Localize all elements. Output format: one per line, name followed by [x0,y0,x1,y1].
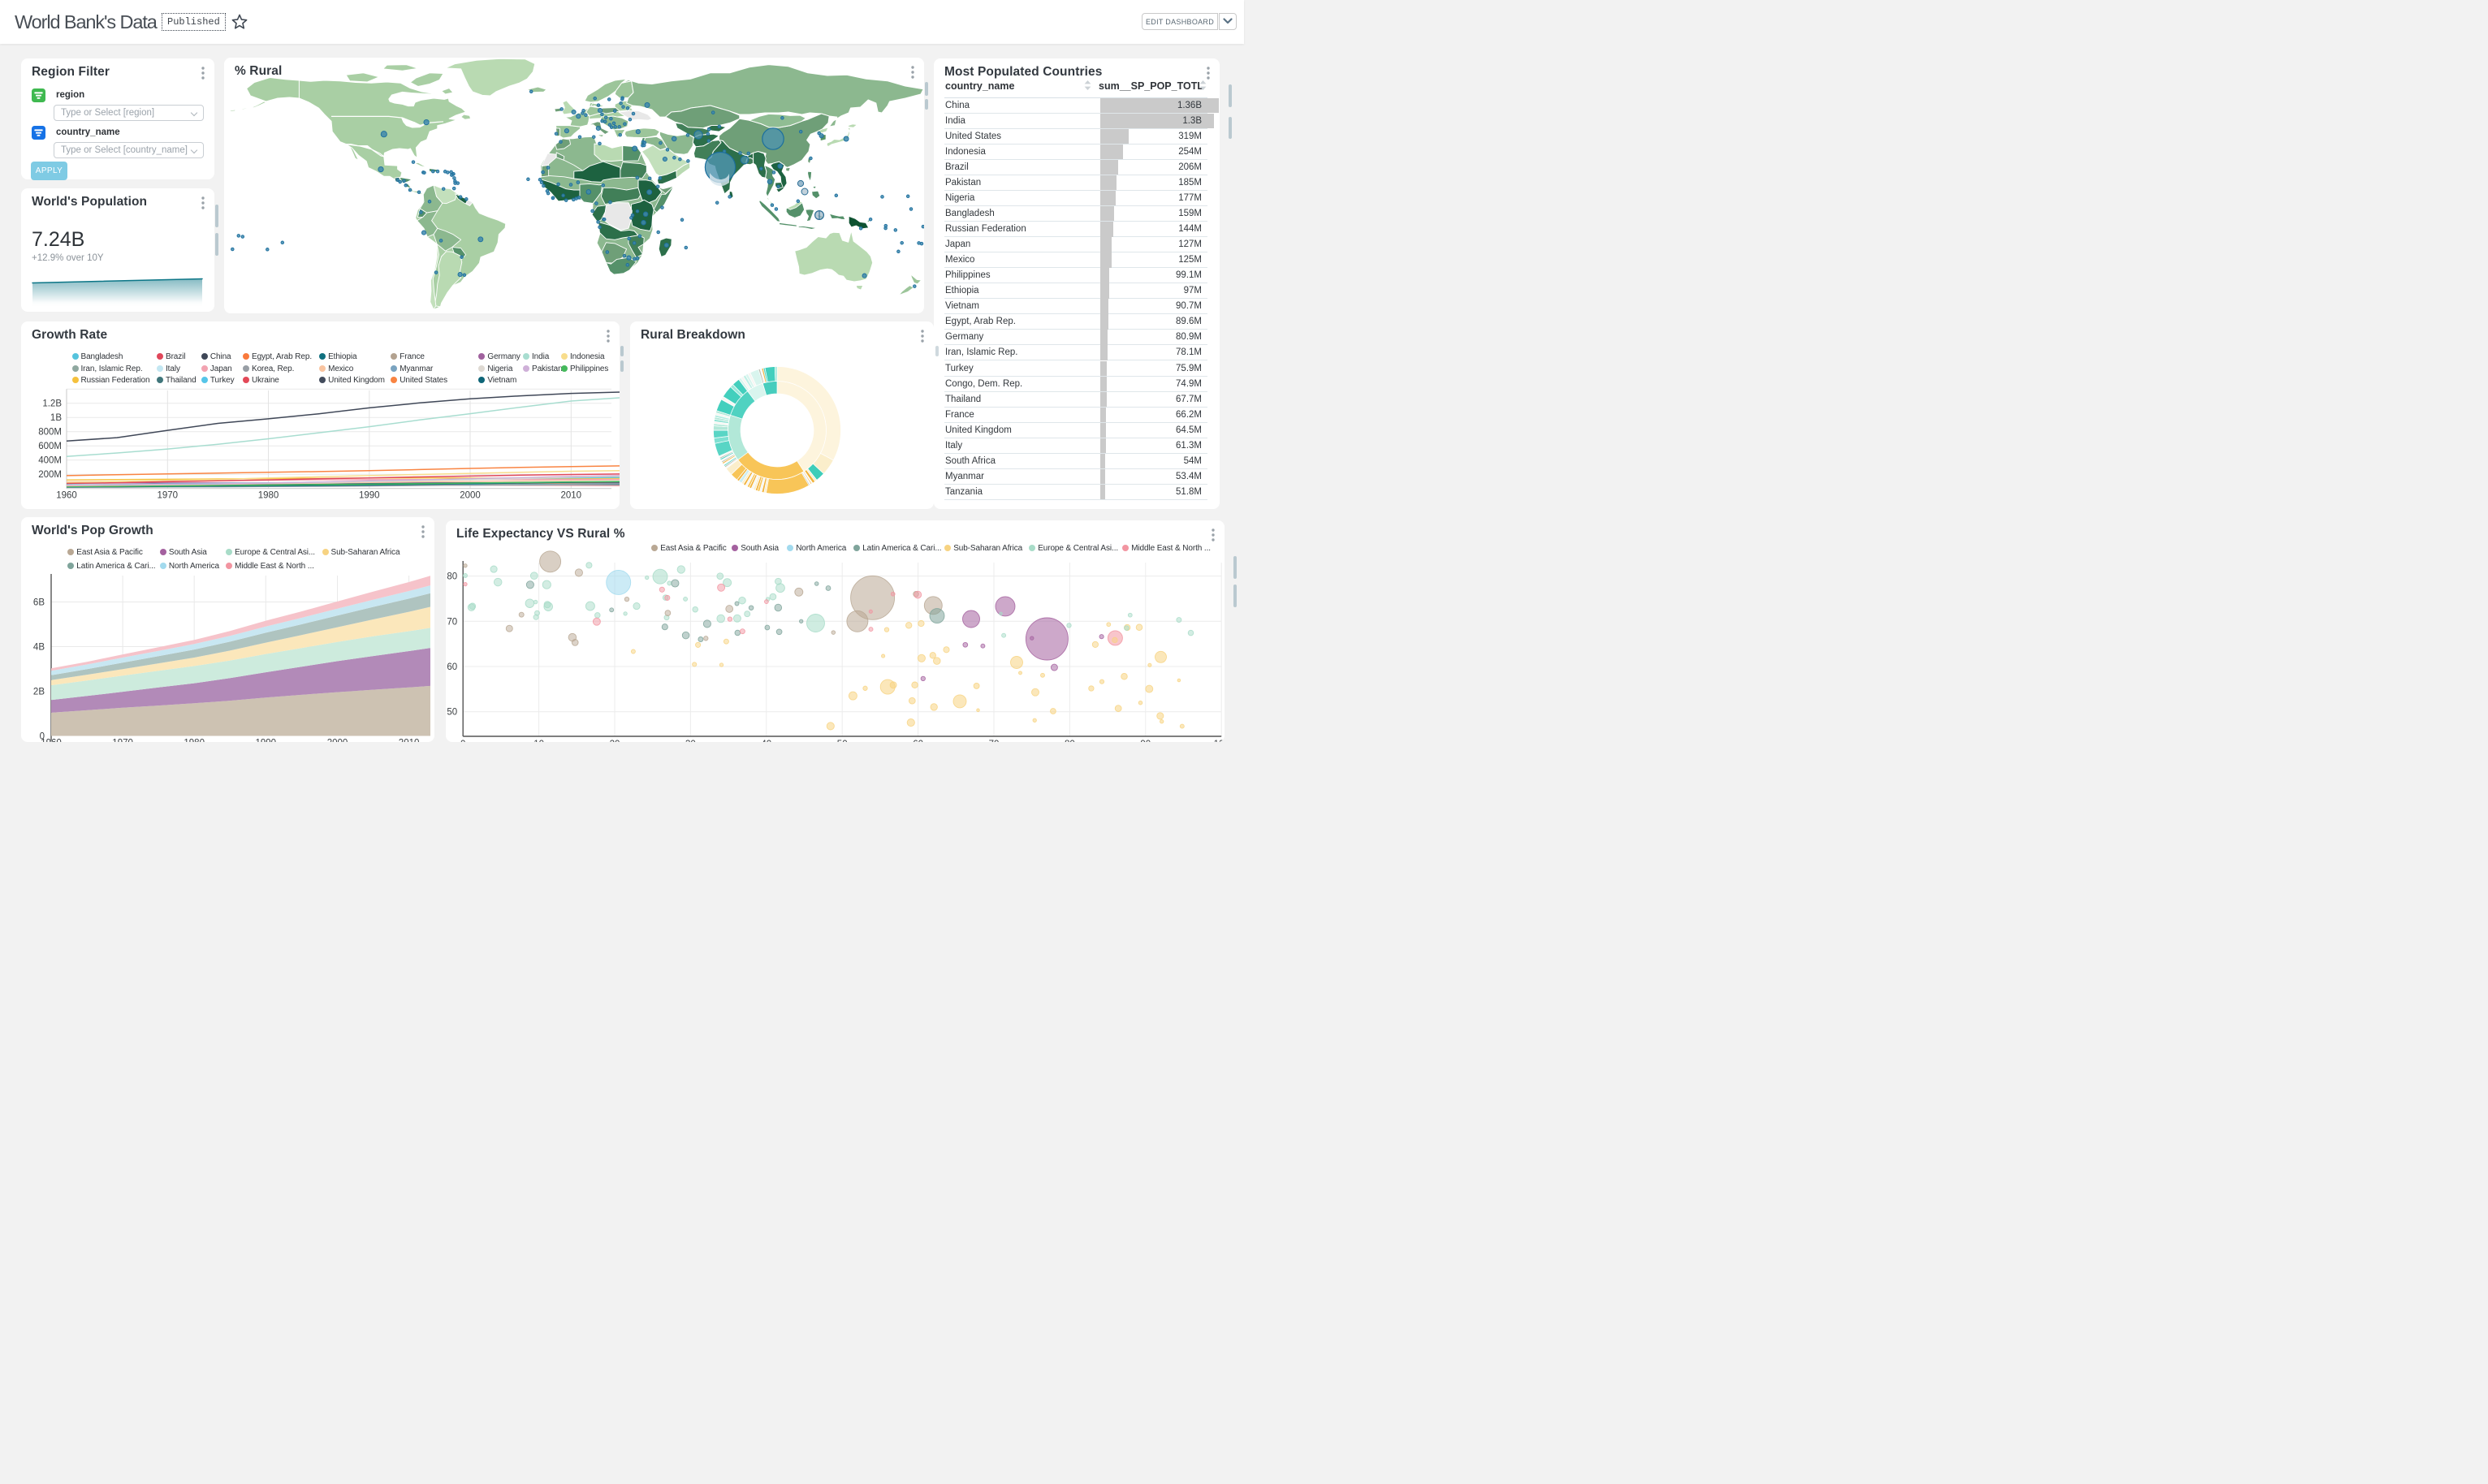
svg-text:1980: 1980 [184,739,205,743]
svg-text:1990: 1990 [359,491,380,501]
svg-text:1970: 1970 [112,739,133,743]
svg-text:70: 70 [989,740,1000,742]
svg-text:200M: 200M [38,470,62,480]
svg-text:1980: 1980 [258,491,279,501]
svg-text:6B: 6B [33,598,45,608]
svg-text:80: 80 [1065,740,1075,742]
svg-text:1B: 1B [50,413,62,423]
svg-text:4B: 4B [33,643,45,653]
svg-text:10: 10 [533,740,544,742]
svg-text:50: 50 [447,708,457,718]
svg-text:2010: 2010 [399,739,420,743]
svg-text:60: 60 [913,740,923,742]
svg-text:2B: 2B [33,688,45,697]
svg-text:2000: 2000 [327,739,348,743]
svg-text:30: 30 [685,740,696,742]
svg-text:0: 0 [460,740,465,742]
svg-text:70: 70 [447,617,457,627]
svg-text:40: 40 [761,740,771,742]
svg-text:60: 60 [447,662,457,672]
svg-text:1970: 1970 [158,491,179,501]
svg-text:1.2B: 1.2B [42,399,62,409]
svg-text:0: 0 [40,732,45,742]
svg-text:600M: 600M [38,442,62,451]
svg-text:800M: 800M [38,428,62,438]
svg-text:90: 90 [1140,740,1151,742]
svg-text:1960: 1960 [41,739,62,743]
svg-text:400M: 400M [38,456,62,466]
svg-text:80: 80 [447,572,457,582]
svg-text:1990: 1990 [256,739,277,743]
svg-text:2000: 2000 [460,491,481,501]
svg-text:20: 20 [610,740,620,742]
svg-text:50: 50 [837,740,848,742]
svg-text:1960: 1960 [56,491,77,501]
svg-text:100: 100 [1214,740,1225,742]
svg-text:2010: 2010 [561,491,582,501]
